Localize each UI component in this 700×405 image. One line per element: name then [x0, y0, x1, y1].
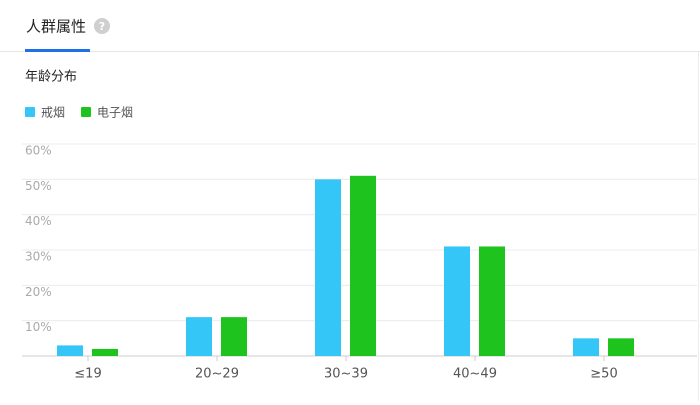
y-tick-label: 50%	[25, 179, 52, 193]
bar	[92, 348, 118, 356]
y-tick-label: 20%	[25, 285, 52, 299]
chart-title: 年龄分布	[25, 70, 77, 85]
legend-label: 戒烟	[41, 106, 65, 120]
bar	[350, 175, 376, 356]
x-tick-label: ≥50	[590, 367, 617, 382]
x-tick-label: 40~49	[453, 367, 497, 382]
y-tick-label: 10%	[25, 320, 52, 334]
bar	[186, 317, 212, 356]
bar	[573, 338, 599, 356]
bar	[479, 246, 505, 356]
bar	[315, 179, 341, 356]
y-tick-label: 40%	[25, 214, 52, 228]
bar	[444, 246, 470, 356]
x-tick-label: 30~39	[324, 367, 368, 382]
bar	[608, 338, 634, 356]
bar	[221, 317, 247, 356]
help-icon-glyph: ?	[99, 20, 105, 33]
y-tick-label: 30%	[25, 250, 52, 264]
x-tick-label: ≤19	[74, 367, 101, 382]
legend-swatch	[25, 107, 35, 117]
bar	[57, 345, 83, 356]
tab-label[interactable]: 人群属性	[26, 18, 86, 36]
x-tick-label: 20~29	[195, 367, 239, 382]
help-icon[interactable]	[94, 18, 110, 34]
legend-label: 电子烟	[97, 106, 133, 120]
tab-active-underline	[25, 49, 90, 52]
legend-swatch	[81, 107, 92, 117]
y-tick-label: 60%	[25, 144, 52, 158]
